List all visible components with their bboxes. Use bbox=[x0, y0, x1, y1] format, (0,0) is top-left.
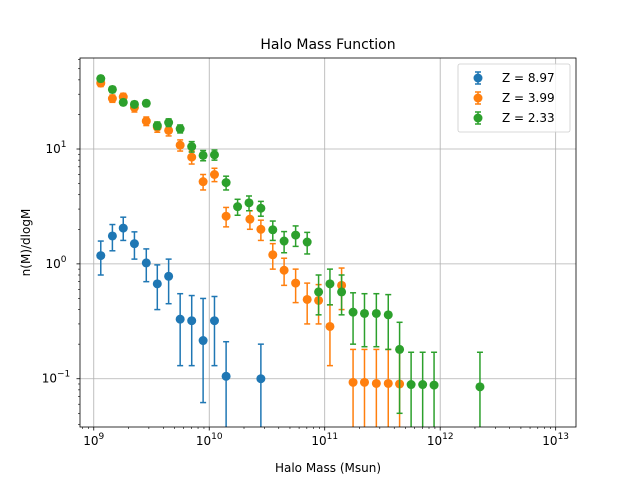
legend-marker bbox=[473, 73, 483, 83]
data-point bbox=[96, 74, 106, 84]
data-point bbox=[475, 382, 485, 392]
data-point bbox=[164, 118, 174, 128]
series-3 bbox=[96, 74, 485, 427]
legend-label: Z = 2.33 bbox=[502, 111, 555, 125]
data-point bbox=[198, 177, 208, 187]
data-point bbox=[221, 211, 231, 221]
data-point bbox=[164, 271, 174, 281]
data-point bbox=[221, 371, 231, 381]
data-point bbox=[175, 314, 185, 324]
data-point bbox=[279, 236, 289, 246]
data-point bbox=[291, 278, 301, 288]
data-point bbox=[359, 308, 369, 318]
data-point bbox=[141, 116, 151, 126]
data-point bbox=[209, 316, 219, 326]
data-point bbox=[233, 202, 243, 212]
legend-item-3: Z = 2.33 bbox=[473, 111, 555, 125]
y-axis-label: n(M)/dlogM bbox=[19, 209, 33, 277]
data-point bbox=[256, 224, 266, 234]
data-point bbox=[209, 169, 219, 179]
data-point bbox=[383, 310, 393, 320]
data-point bbox=[268, 225, 278, 235]
legend: Z = 8.97 Z = 3.99 Z = 2.33 bbox=[457, 63, 571, 133]
data-point bbox=[164, 125, 174, 135]
legend-item-1: Z = 8.97 bbox=[473, 71, 555, 85]
data-point bbox=[256, 374, 266, 384]
data-point bbox=[175, 124, 185, 134]
data-point bbox=[348, 307, 358, 317]
data-point bbox=[118, 223, 128, 233]
data-point bbox=[129, 99, 139, 109]
legend-label: Z = 3.99 bbox=[502, 91, 555, 105]
data-point bbox=[245, 214, 255, 224]
data-point bbox=[141, 98, 151, 108]
data-point bbox=[418, 380, 428, 390]
data-point bbox=[198, 150, 208, 160]
data-point bbox=[291, 230, 301, 240]
data-point bbox=[429, 380, 439, 390]
data-point bbox=[209, 150, 219, 160]
data-point bbox=[348, 377, 358, 387]
data-point bbox=[129, 239, 139, 249]
data-point bbox=[268, 250, 278, 260]
data-point bbox=[152, 121, 162, 131]
data-point bbox=[371, 378, 381, 388]
data-point bbox=[107, 84, 117, 94]
legend-marker bbox=[473, 113, 483, 123]
data-point bbox=[383, 378, 393, 388]
data-point bbox=[141, 258, 151, 268]
legend-item-2: Z = 3.99 bbox=[473, 91, 555, 105]
legend-marker bbox=[473, 93, 483, 103]
series-1 bbox=[96, 216, 266, 427]
data-point bbox=[96, 251, 106, 261]
data-point bbox=[302, 294, 312, 304]
data-point bbox=[244, 198, 254, 208]
data-point bbox=[118, 97, 128, 107]
data-point bbox=[337, 287, 347, 297]
data-point bbox=[302, 237, 312, 247]
data-marks bbox=[96, 74, 485, 427]
data-point bbox=[187, 316, 197, 326]
x-axis-label: Halo Mass (Msun) bbox=[275, 461, 381, 475]
data-point bbox=[395, 344, 405, 354]
data-point bbox=[107, 231, 117, 241]
data-point bbox=[221, 178, 231, 188]
data-point bbox=[279, 265, 289, 275]
legend-frame bbox=[457, 63, 571, 133]
data-point bbox=[187, 142, 197, 152]
chart-title: Halo Mass Function bbox=[260, 37, 395, 53]
plot-frame bbox=[79, 57, 577, 428]
data-point bbox=[325, 321, 335, 331]
data-point bbox=[371, 308, 381, 318]
data-point bbox=[107, 94, 117, 104]
data-point bbox=[314, 287, 324, 297]
data-point bbox=[359, 377, 369, 387]
data-point bbox=[187, 152, 197, 162]
data-point bbox=[256, 203, 266, 213]
data-point bbox=[325, 279, 335, 289]
data-point bbox=[175, 140, 185, 150]
legend-label: Z = 8.97 bbox=[502, 71, 555, 85]
data-point bbox=[406, 380, 416, 390]
data-point bbox=[198, 336, 208, 346]
data-point bbox=[152, 279, 162, 289]
